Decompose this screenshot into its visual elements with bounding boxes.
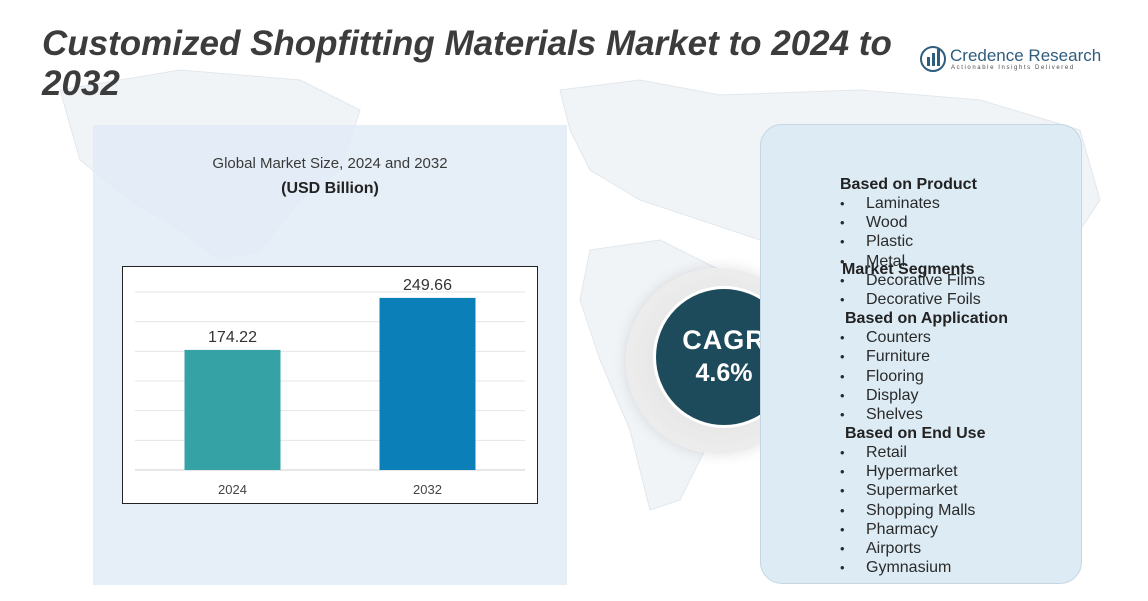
bullet-icon: •	[840, 215, 845, 231]
segment-item-label: Display	[866, 386, 919, 404]
segment-item: • Plastic	[840, 232, 1080, 251]
segment-item-label: Furniture	[866, 348, 931, 366]
bullet-icon: •	[840, 464, 845, 480]
segment-list: • Retail • Hypermarket • Supermarket • Shopping…	[840, 443, 1080, 577]
bullet-icon: •	[840, 330, 845, 346]
segment-item-label: Wood	[866, 214, 908, 232]
segment-item: • Supermarket	[840, 481, 1080, 500]
bullet-icon: •	[840, 291, 845, 307]
bullet-icon: •	[840, 541, 845, 556]
segment-item: • Wood	[840, 213, 1080, 232]
bullet-icon: •	[840, 272, 845, 288]
x-tick-2024: 2024	[218, 482, 247, 497]
segment-item-label: Airports	[866, 540, 922, 557]
segment-item-label: Laminates	[866, 195, 940, 212]
segment-item-label: Shelves	[866, 405, 923, 423]
bar-2032	[379, 297, 476, 470]
segment-item: • Furniture	[840, 347, 1080, 366]
segment-group-title: Based on Product	[840, 176, 977, 193]
segment-item: • Shelves	[840, 405, 1080, 424]
cagr-value: 4.6%	[695, 359, 753, 387]
segment-group-title: Based on End Use	[845, 425, 986, 443]
chart-unit: (USD Billion)	[281, 180, 379, 197]
bullet-icon: •	[840, 445, 845, 461]
segment-item-label: Plastic	[866, 233, 914, 251]
segments-panel: Market Segments	[760, 124, 1082, 584]
segment-item: • Retail	[840, 443, 1080, 462]
segment-item-label: Decorative Films	[866, 271, 986, 289]
segment-item: • Airports	[840, 539, 1080, 558]
segment-item-label: Flooring	[866, 367, 924, 385]
bullet-icon: •	[840, 560, 845, 576]
segment-item-label: Pharmacy	[866, 520, 939, 538]
segment-item: • Laminates	[840, 194, 1080, 213]
segment-groups: Based on Product • Laminates • Wood • Plastic •…	[840, 175, 1080, 577]
data-label-2024: 174.22	[208, 329, 257, 346]
segment-item-label: Shopping Malls	[866, 501, 976, 519]
segment-item-label: Supermarket	[866, 482, 958, 500]
segment-list: • Counters • Furniture • Flooring • Display • She…	[840, 328, 1080, 424]
bullet-icon: •	[840, 253, 845, 269]
segment-item-label: Retail	[866, 444, 907, 462]
bullet-icon: •	[840, 196, 845, 211]
segment-item: • Shopping Malls	[840, 501, 1080, 520]
bullet-icon: •	[840, 349, 845, 365]
bullet-icon: •	[840, 502, 845, 518]
x-tick-2032: 2032	[413, 482, 442, 497]
segment-list: • Laminates • Wood • Plastic • Metal • Decorative…	[840, 194, 1080, 309]
bullet-icon: •	[840, 483, 845, 499]
credence-logo-icon	[920, 46, 946, 72]
segment-group-title: Based on Application	[845, 310, 1008, 328]
brand-tagline: Actionable Insights Delivered	[951, 65, 1075, 71]
segment-item: • Metal	[840, 252, 1080, 271]
segment-item: • Decorative Foils	[840, 290, 1080, 309]
bar-chart: 174.22 2024 249.66 2032	[122, 266, 538, 504]
segment-item: • Counters	[840, 328, 1080, 347]
bullet-icon: •	[840, 387, 845, 403]
segment-item: • Hypermarket	[840, 462, 1080, 481]
segment-item: • Pharmacy	[840, 520, 1080, 539]
bar-2024	[184, 349, 281, 470]
data-label-2032: 249.66	[403, 277, 452, 294]
brand-logo: Credence Research Actionable Insights De…	[920, 44, 1110, 74]
segment-item: • Display	[840, 386, 1080, 405]
segment-item-label: Hypermarket	[866, 463, 958, 481]
segment-item-label: Metal	[866, 252, 906, 270]
bullet-icon: •	[840, 521, 845, 537]
segment-item: • Gymnasium	[840, 558, 1080, 577]
segment-item-label: Gymnasium	[866, 559, 952, 577]
bullet-icon: •	[840, 406, 845, 422]
segment-item-label: Counters	[866, 329, 931, 347]
segment-item-label: Decorative Foils	[866, 290, 981, 308]
chart-title: Global Market Size, 2024 and 2032	[212, 155, 448, 172]
segment-item: • Flooring	[840, 367, 1080, 386]
page-title: Customized Shopfitting Materials Market …	[42, 24, 892, 103]
cagr-label: CAGR	[682, 325, 766, 355]
bullet-icon: •	[840, 368, 845, 384]
bar-chart-svg: 174.22 2024 249.66 2032	[135, 277, 525, 497]
brand-name: Credence Research	[950, 46, 1102, 65]
bullet-icon: •	[840, 234, 845, 250]
segment-item: • Decorative Films	[840, 271, 1080, 290]
segments-heading: Market Segments	[842, 261, 975, 278]
